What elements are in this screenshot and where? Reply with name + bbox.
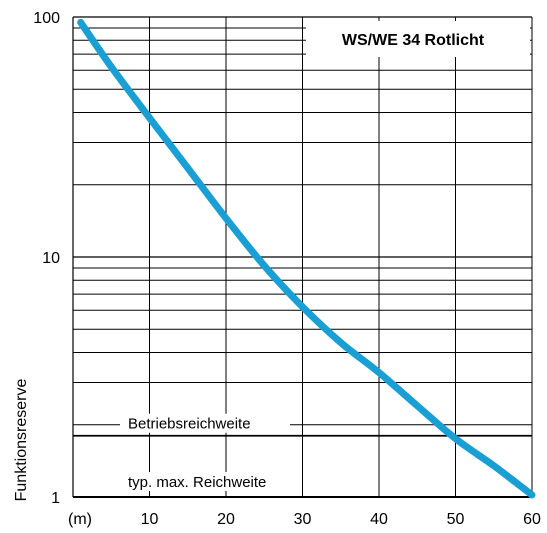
title-background xyxy=(306,21,530,57)
x-tick-label: 10 xyxy=(141,511,159,528)
series-layer xyxy=(77,18,536,499)
reference-label-background xyxy=(120,413,290,433)
series-line xyxy=(77,18,536,499)
y-tick-label: 100 xyxy=(33,10,60,27)
reference-label: typ. max. Reichweite xyxy=(128,474,266,491)
x-tick-label: 60 xyxy=(523,511,541,528)
reference-label-background xyxy=(120,472,302,491)
chart-title: WS/WE 34 Rotlicht xyxy=(342,32,485,49)
reference-label: Betriebsreichweite xyxy=(128,416,251,433)
x-unit-label: (m) xyxy=(68,511,92,528)
y-tick-label: 10 xyxy=(42,250,60,267)
title-box: WS/WE 34 Rotlicht xyxy=(306,21,530,57)
y-tick-label: 1 xyxy=(51,490,60,507)
x-tick-label: 30 xyxy=(294,511,312,528)
tick-labels: 10 20 30 40 50 60 (m) 1 10 100 xyxy=(33,10,541,528)
x-tick-label: 50 xyxy=(447,511,465,528)
reference-lines: Betriebsreichweite typ. max. Reichweite xyxy=(73,413,532,498)
y-axis-label: Funktionsreserve xyxy=(13,379,30,502)
x-tick-label: 40 xyxy=(370,511,388,528)
x-tick-label: 20 xyxy=(217,511,235,528)
